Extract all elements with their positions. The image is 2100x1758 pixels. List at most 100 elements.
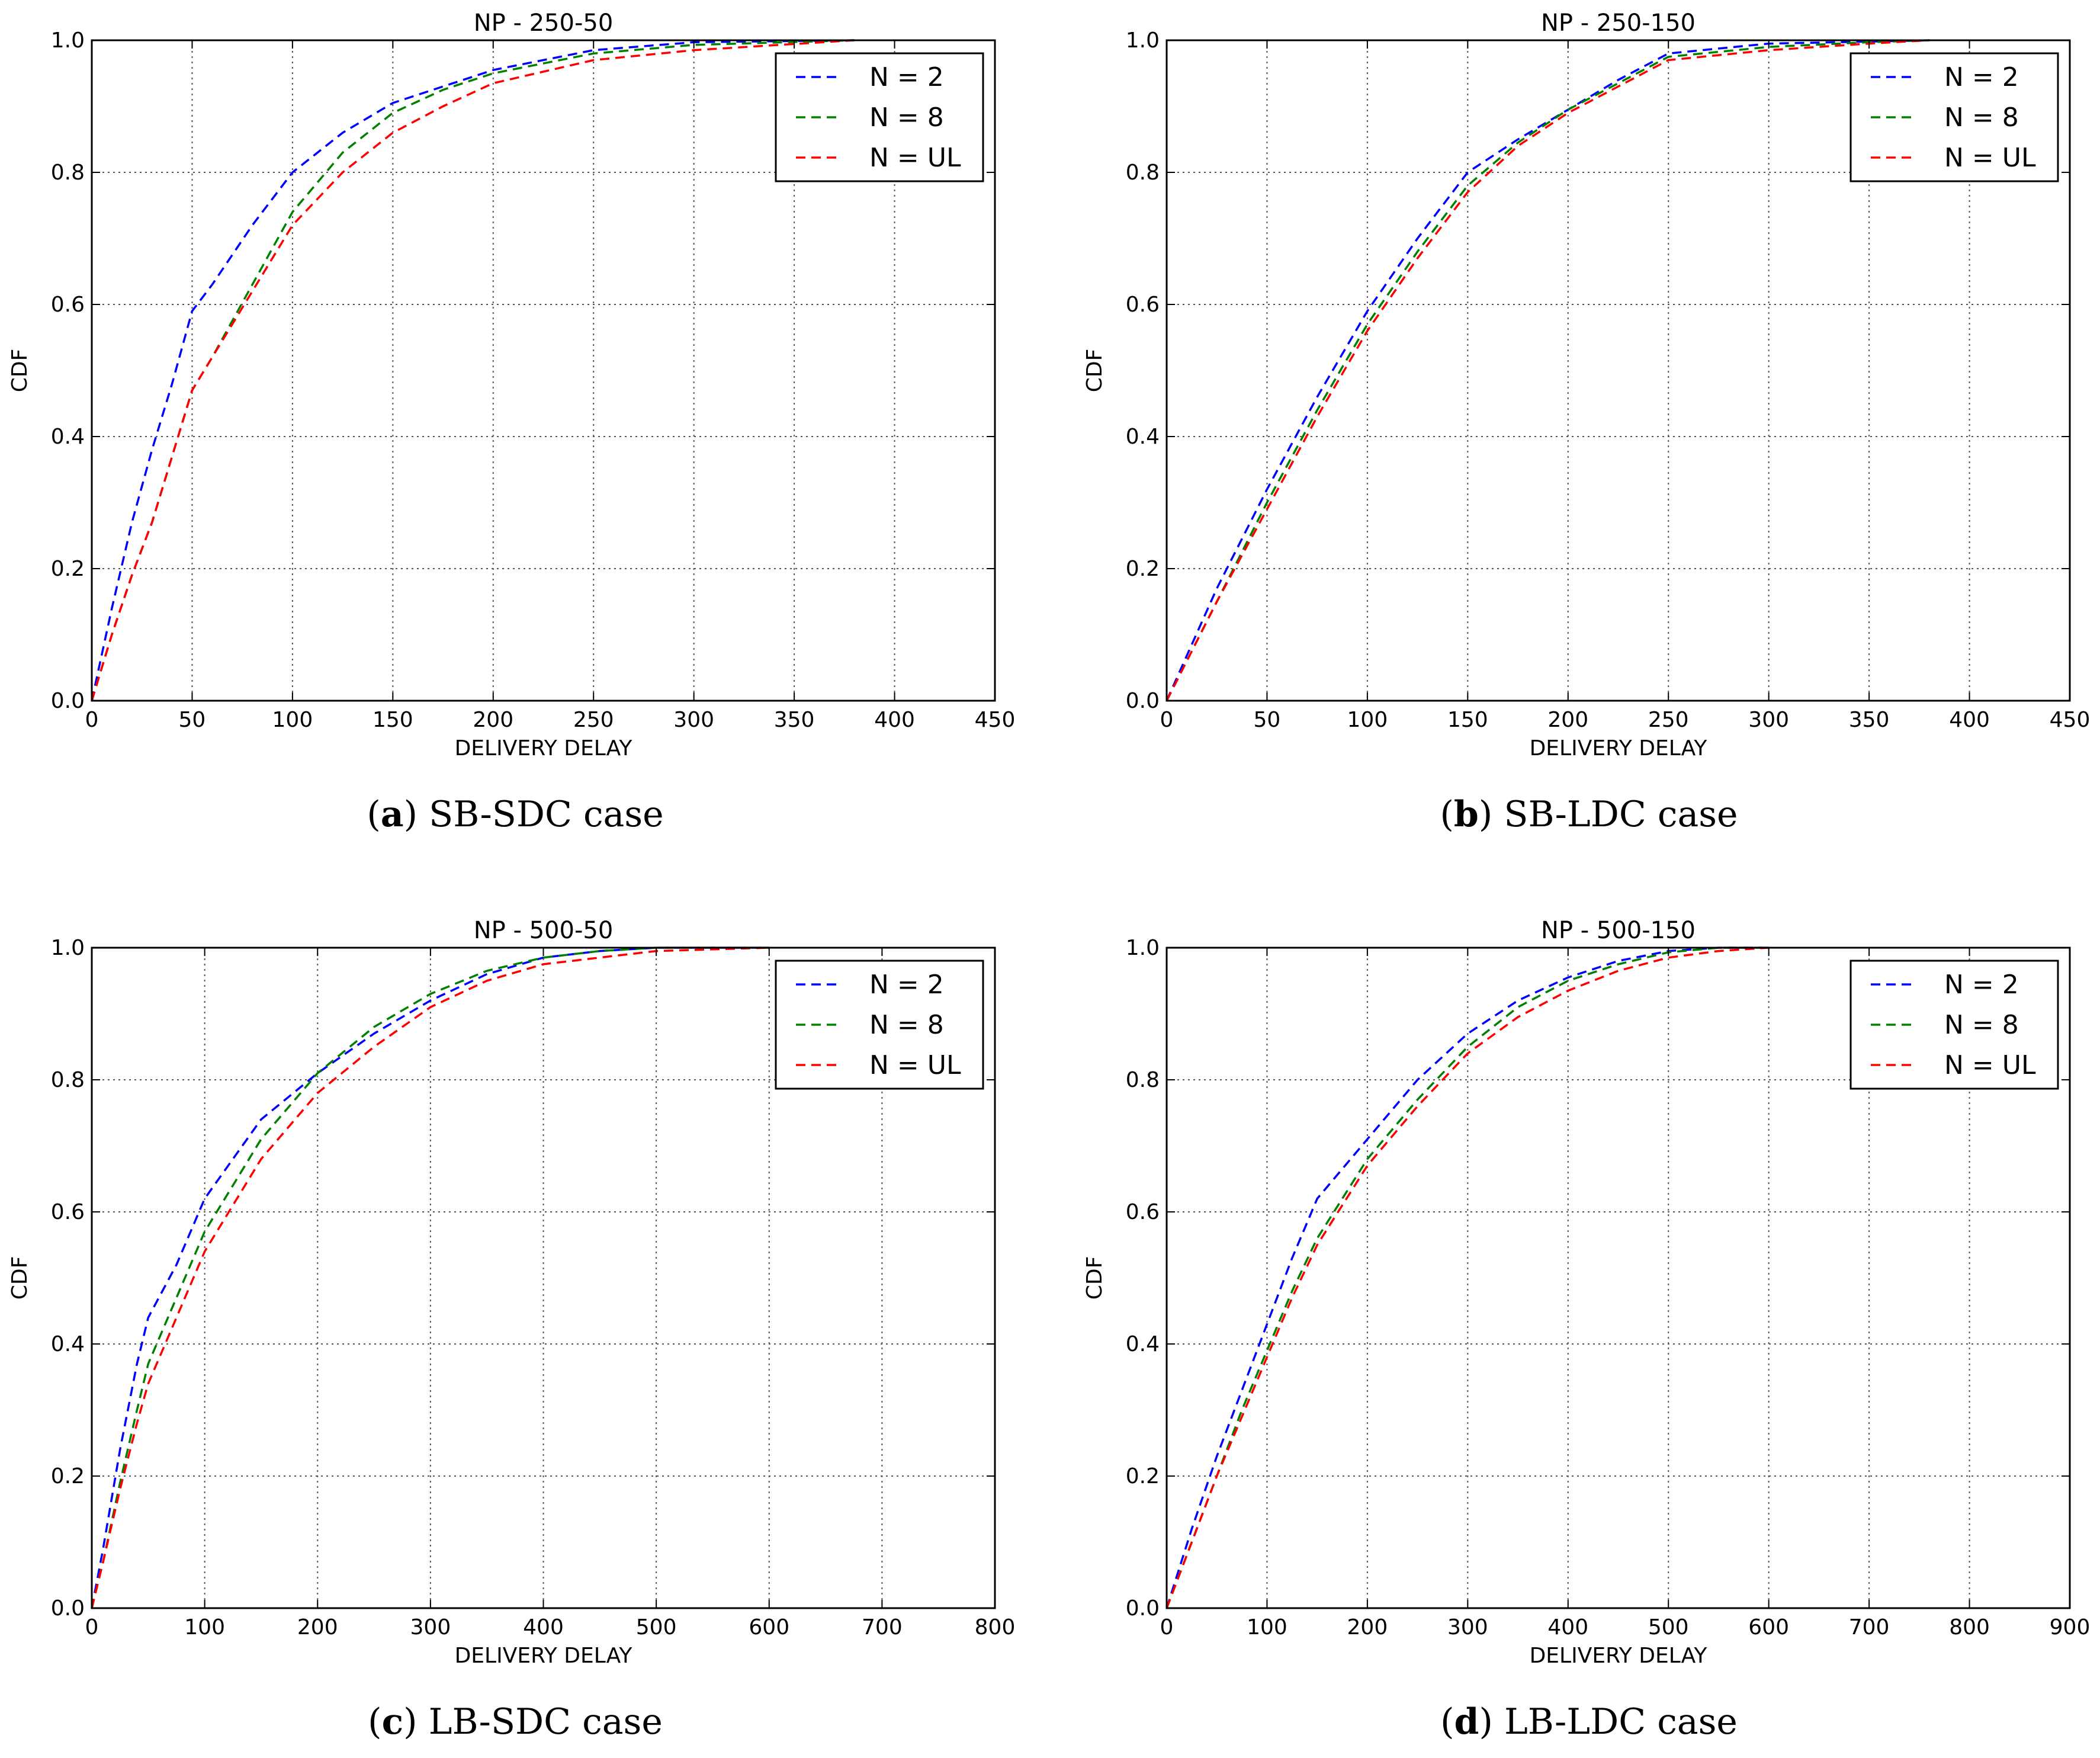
y-tick-label: 0.2 bbox=[51, 1464, 85, 1488]
legend-label: N = 2 bbox=[1944, 62, 2019, 92]
x-tick-label: 0 bbox=[1160, 708, 1174, 732]
y-axis-label: CDF bbox=[8, 349, 32, 393]
x-tick-label: 100 bbox=[1347, 708, 1388, 732]
y-tick-label: 0.0 bbox=[51, 1596, 85, 1621]
legend: N = 2 N = 8 N = UL bbox=[1849, 52, 2059, 182]
legend-box bbox=[1849, 52, 2059, 182]
y-axis-label: CDF bbox=[8, 1256, 32, 1300]
plot-frame bbox=[1165, 39, 2071, 702]
chart-panel-3: 0 100 200 300 400 500 600 700 800 900 0.0 0.2 0.4 0.6… bbox=[1083, 917, 2090, 1668]
chart-title: NP - 250-50 bbox=[474, 9, 614, 37]
y-tick-label: 1.0 bbox=[1126, 28, 1160, 53]
chart-panel-1: 0 50 100 150 200 250 300 350 400 450 0.0 0.2 0.4 0.6 0… bbox=[1083, 9, 2090, 761]
y-axis-label: CDF bbox=[1083, 1256, 1107, 1300]
x-tick-label: 0 bbox=[85, 708, 99, 732]
plot-frame bbox=[1165, 947, 2071, 1609]
y-tick-label: 0.0 bbox=[51, 689, 85, 713]
series-line-n8 bbox=[1165, 947, 1769, 1609]
series-line-n2 bbox=[1165, 947, 1769, 1609]
legend: N = 2 N = 8 N = UL bbox=[1849, 960, 2059, 1090]
x-tick-label: 900 bbox=[2050, 1615, 2091, 1640]
series-line-n2 bbox=[91, 39, 855, 701]
legend-label: N = 8 bbox=[1944, 1010, 2019, 1040]
series-line-n8 bbox=[1165, 39, 1929, 701]
legend: N = 2 N = 8 N = UL bbox=[775, 52, 984, 182]
y-tick-label: 0.4 bbox=[1126, 425, 1160, 449]
caption-a: (a) SB-SDC case bbox=[367, 794, 664, 835]
y-tick-label: 0.2 bbox=[1126, 1464, 1160, 1488]
x-tick-label: 800 bbox=[1949, 1615, 1990, 1640]
y-tick-label: 0.8 bbox=[1126, 161, 1160, 185]
x-axis-label: DELIVERY DELAY bbox=[455, 736, 633, 761]
x-tick-label: 200 bbox=[1547, 708, 1588, 732]
legend: N = 2 N = 8 N = UL bbox=[775, 960, 984, 1090]
legend-label: N = 8 bbox=[1944, 102, 2019, 133]
x-tick-label: 350 bbox=[1849, 708, 1890, 732]
x-tick-label: 600 bbox=[749, 1615, 789, 1640]
x-tick-label: 50 bbox=[179, 708, 206, 732]
x-tick-label: 200 bbox=[473, 708, 513, 732]
caption-c: (c) LB-SDC case bbox=[368, 1701, 663, 1743]
x-axis-label: DELIVERY DELAY bbox=[1530, 736, 1708, 761]
y-tick-label: 0.6 bbox=[51, 1200, 85, 1224]
x-tick-label: 400 bbox=[523, 1615, 564, 1640]
x-axis-label: DELIVERY DELAY bbox=[1530, 1644, 1708, 1668]
legend-box bbox=[775, 960, 984, 1090]
x-tick-label: 450 bbox=[975, 708, 1016, 732]
y-tick-label: 0.2 bbox=[51, 557, 85, 581]
x-tick-label: 700 bbox=[862, 1615, 903, 1640]
x-tick-label: 100 bbox=[272, 708, 313, 732]
y-tick-label: 0.0 bbox=[1126, 1596, 1160, 1621]
legend-label: N = UL bbox=[1944, 1050, 2036, 1080]
y-tick-label: 0.8 bbox=[51, 161, 85, 185]
y-tick-label: 0.6 bbox=[1126, 293, 1160, 317]
x-tick-label: 100 bbox=[1247, 1615, 1287, 1640]
x-tick-label: 300 bbox=[673, 708, 714, 732]
series-line-nul bbox=[91, 39, 855, 701]
x-tick-label: 800 bbox=[975, 1615, 1016, 1640]
y-tick-label: 0.2 bbox=[1126, 557, 1160, 581]
x-tick-label: 0 bbox=[85, 1615, 99, 1640]
y-tick-label: 1.0 bbox=[1126, 936, 1160, 960]
x-tick-label: 300 bbox=[1447, 1615, 1488, 1640]
x-tick-label: 300 bbox=[1748, 708, 1789, 732]
y-tick-label: 0.4 bbox=[51, 1332, 85, 1356]
x-tick-label: 500 bbox=[1648, 1615, 1689, 1640]
x-tick-label: 400 bbox=[874, 708, 915, 732]
legend-label: N = UL bbox=[869, 143, 961, 173]
y-axis-label: CDF bbox=[1083, 349, 1107, 393]
y-tick-label: 1.0 bbox=[51, 28, 85, 53]
legend-label: N = UL bbox=[1944, 143, 2036, 173]
legend-label: N = UL bbox=[869, 1050, 961, 1080]
x-tick-label: 0 bbox=[1160, 1615, 1174, 1640]
x-tick-label: 300 bbox=[410, 1615, 451, 1640]
y-tick-label: 0.0 bbox=[1126, 689, 1160, 713]
series-line-nul bbox=[91, 947, 769, 1609]
x-tick-label: 100 bbox=[184, 1615, 225, 1640]
x-tick-label: 400 bbox=[1547, 1615, 1588, 1640]
x-tick-label: 350 bbox=[774, 708, 815, 732]
x-tick-label: 50 bbox=[1254, 708, 1281, 732]
y-tick-label: 0.6 bbox=[1126, 1200, 1160, 1224]
chart-title: NP - 500-50 bbox=[474, 917, 614, 944]
x-axis-label: DELIVERY DELAY bbox=[455, 1644, 633, 1668]
y-tick-label: 0.4 bbox=[1126, 1332, 1160, 1356]
legend-label: N = 2 bbox=[869, 62, 944, 92]
series-line-nul bbox=[1165, 39, 1929, 701]
series-line-nul bbox=[1165, 947, 1769, 1609]
series-line-n8 bbox=[91, 947, 769, 1609]
chart-panel-0: 0 50 100 150 200 250 300 350 400 450 0.0 0.2 0.4 0.6 0… bbox=[8, 9, 1015, 761]
x-tick-label: 150 bbox=[1447, 708, 1488, 732]
x-tick-label: 500 bbox=[636, 1615, 677, 1640]
x-tick-label: 700 bbox=[1849, 1615, 1890, 1640]
y-tick-label: 1.0 bbox=[51, 936, 85, 960]
y-tick-label: 0.8 bbox=[51, 1068, 85, 1092]
y-tick-label: 0.8 bbox=[1126, 1068, 1160, 1092]
legend-label: N = 2 bbox=[1944, 970, 2019, 1000]
legend-label: N = 2 bbox=[869, 970, 944, 1000]
x-tick-label: 250 bbox=[573, 708, 614, 732]
series-line-n2 bbox=[91, 947, 769, 1609]
caption-d: (d) LB-LDC case bbox=[1440, 1701, 1738, 1743]
legend-box bbox=[1849, 960, 2059, 1090]
legend-box bbox=[775, 52, 984, 182]
